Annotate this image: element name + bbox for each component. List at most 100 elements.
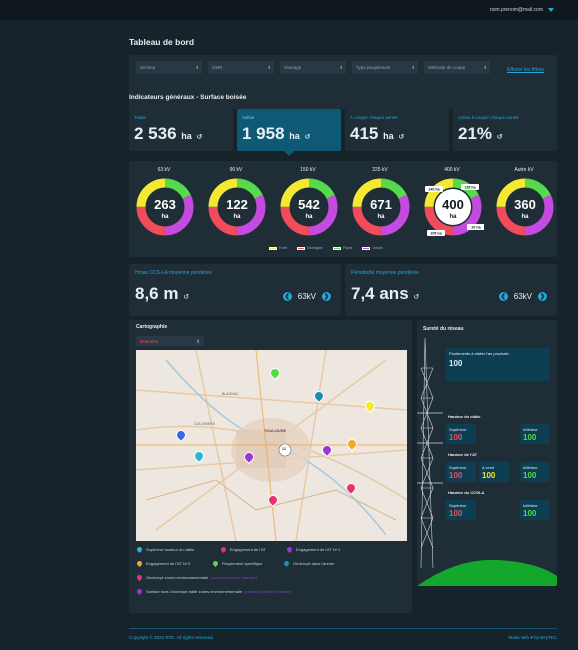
history-icon[interactable]: ↺ [398, 134, 405, 141]
pin-icon [211, 559, 220, 568]
history-icon[interactable]: ↺ [183, 294, 190, 301]
stat-box: Inférieur 100 [520, 500, 550, 520]
donut-segment[interactable] [136, 178, 194, 236]
kpi-label: Totale [134, 115, 147, 120]
donut-segment[interactable] [352, 178, 410, 236]
donut-legend: Forêt Montagne Plaine Urbain [269, 246, 383, 250]
data-select[interactable]: Données ⇕ [136, 336, 204, 346]
donut-chart: 360 ha [496, 178, 554, 236]
donut-segment[interactable] [496, 178, 554, 236]
map-legend-item: Peuplement spécifique [211, 559, 262, 568]
stat-box: A venir 100 [479, 462, 509, 482]
donut-value: 671 [370, 197, 392, 212]
main-content: Tableau de bord Secteur ⇕ GMR ⇕ Ouvrage ⇕ T… [129, 28, 557, 613]
donut-title: 90 kV [229, 167, 243, 173]
map-legend-item: Surface hors Girobroyé traité zones envi… [135, 587, 291, 596]
prev-arrow-icon[interactable]: ❮ [282, 292, 292, 301]
group-title: Hauteur du câble [448, 414, 481, 419]
map-legend-item: Engagement de l'AT N+2 [135, 559, 190, 568]
kpi-value: 21% [458, 124, 493, 143]
pin-icon [219, 545, 228, 554]
donut-chart: 671 ha [352, 178, 410, 236]
stat-box: Supérieur 100 [446, 462, 476, 482]
legend-urbain: Urbain [362, 246, 383, 250]
map-legend-item: Engagement de l'AT [219, 545, 266, 554]
legend-foret: Forêt [269, 246, 287, 250]
filter-ouvrage[interactable]: Ouvrage ⇕ [280, 61, 346, 74]
pin-icon [285, 545, 294, 554]
kpi-value: 1 958 [242, 124, 285, 143]
map-background [136, 350, 407, 541]
donut-value: 542 [298, 197, 320, 212]
kpi-active[interactable]: Active 1 958 ha ↺ [237, 109, 341, 151]
next-arrow-icon[interactable]: ❯ [322, 292, 331, 301]
poulements-value: 100 [449, 359, 463, 368]
donut-segment-label: 135 ha [464, 186, 476, 190]
active-indicator [284, 151, 294, 156]
filter-methode-coupe[interactable]: Méthode de coupe ⇕ [424, 61, 490, 74]
history-icon[interactable]: ↺ [413, 294, 420, 301]
metric-label: Hmax CCS-LA moyenne pondérée [135, 270, 212, 276]
prev-arrow-icon[interactable]: ❮ [498, 292, 508, 301]
kpi-unit: ha [289, 131, 300, 141]
kpi-unit: ha [383, 131, 394, 141]
history-icon[interactable]: ↺ [496, 134, 503, 141]
donut-5: Autre kV 360 ha [494, 161, 554, 238]
map[interactable]: TOULOUSE COLOMIERS BLAGNAC 12 [136, 350, 407, 541]
donut-title: 225 kV [372, 167, 388, 173]
map-legend-item: Girobroyé zones environnementale (pendant… [135, 573, 257, 582]
donut-segment[interactable] [208, 178, 266, 236]
stat-box: Supérieur 100 [446, 500, 476, 520]
made-with: Made with ♥ by BeyTEC [508, 635, 557, 640]
donut-segment[interactable] [208, 178, 266, 236]
kpi-a-couper[interactable]: À couper chaque année 415 ha ↺ [345, 109, 449, 151]
donut-panel: 63 kV 263 ha 90 kV 122 ha 150 kV 542 ha 225 kV 671… [129, 161, 557, 257]
donut-segment[interactable] [424, 178, 482, 236]
donut-0: 63 kV 263 ha [134, 161, 194, 238]
donut-segment-label: 20 ha [471, 226, 481, 230]
donut-segment-label: 105 ha [430, 232, 442, 236]
filter-secteur[interactable]: Secteur ⇕ [136, 61, 202, 74]
donut-segment[interactable] [352, 178, 410, 236]
donut-2: 150 kV 542 ha [278, 161, 338, 238]
heart-icon: ♥ [530, 635, 533, 640]
donut-segment[interactable] [496, 178, 554, 236]
donut-value: 263 [154, 197, 176, 212]
donut-segment[interactable] [424, 178, 482, 236]
kpi-totale[interactable]: Totale 2 536 ha ↺ [129, 109, 233, 151]
kpi-active-a-couper[interactable]: Active à couper chaque année 21% ↺ [453, 109, 557, 151]
donut-segment[interactable] [208, 178, 266, 236]
filter-type-peuplement[interactable]: Type peuplement ⇕ [352, 61, 418, 74]
next-arrow-icon[interactable]: ❯ [538, 292, 547, 301]
donut-segment[interactable] [496, 178, 554, 236]
donut-value: 360 [514, 197, 536, 212]
donut-unit: ha [305, 214, 313, 220]
map-legend-item: Supérieur hauteur du câble [135, 545, 194, 554]
chevron-down-icon[interactable] [548, 8, 554, 12]
filter-gmr[interactable]: GMR ⇕ [208, 61, 274, 74]
metric-value: 8,6 m [135, 284, 179, 303]
legend-plaine: Plaine [332, 246, 352, 250]
donut-segment[interactable] [280, 178, 338, 236]
stat-box: Inférieur 100 [520, 462, 550, 482]
donut-title: 400 kV [444, 167, 460, 173]
map-legend-item: Girobroyé dans l'année [282, 559, 334, 568]
map-legend-item: Engagement de l'AT N+1 [285, 545, 340, 554]
donut-segment[interactable] [280, 178, 338, 236]
kpi-value: 2 536 [134, 124, 177, 143]
donut-segment[interactable] [352, 178, 410, 236]
map-badge: 12 [282, 447, 286, 451]
map-label-blagnac: BLAGNAC [222, 392, 239, 396]
donut-unit: ha [377, 214, 385, 220]
donut-segment[interactable] [424, 178, 482, 236]
kpi-label: À couper chaque année [350, 115, 398, 120]
map-label-colomiers: COLOMIERS [194, 422, 216, 426]
clear-filters-link[interactable]: Effacer les filtres [507, 67, 544, 73]
pin-icon [135, 545, 144, 554]
user-email[interactable]: nom.prenom@mail.com [489, 7, 543, 13]
donut-segment[interactable] [136, 178, 194, 236]
donut-segment[interactable] [280, 178, 338, 236]
donut-segment[interactable] [136, 178, 194, 236]
history-icon[interactable]: ↺ [304, 134, 311, 141]
history-icon[interactable]: ↺ [196, 134, 203, 141]
